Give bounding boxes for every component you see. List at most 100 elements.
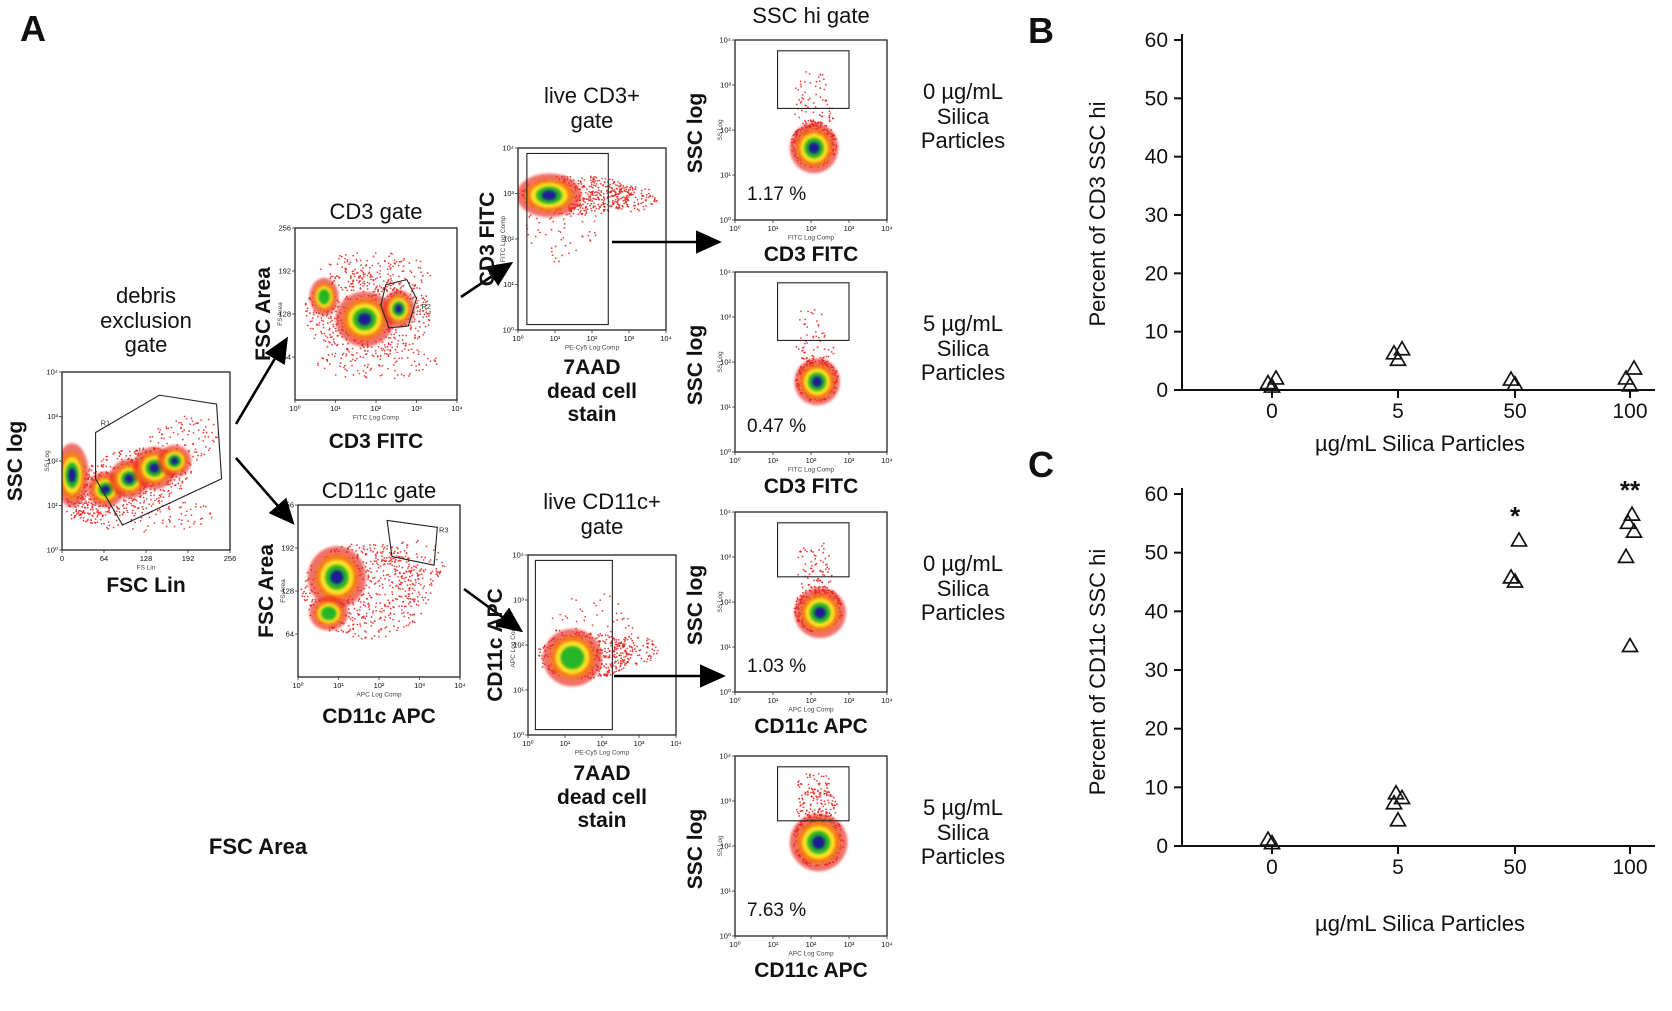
svg-text:10⁰: 10⁰ bbox=[729, 224, 740, 233]
svg-text:10⁰: 10⁰ bbox=[513, 730, 524, 739]
svg-text:FS Lin: FS Lin bbox=[137, 565, 156, 572]
flow-plot-cd11c-gate: R3 256 192 128 64 10⁰ 10¹ 10² 10³ 10⁴ FS Area APC L… bbox=[278, 499, 468, 699]
svg-text:10²: 10² bbox=[587, 334, 598, 343]
svg-text:SS Log: SS Log bbox=[717, 119, 724, 141]
svg-text:SS Log: SS Log bbox=[717, 351, 724, 373]
svg-text:APC Log Comp: APC Log Comp bbox=[510, 622, 517, 668]
cd11c-gate-y-axis-label: FSC Area bbox=[255, 544, 278, 638]
svg-text:10³: 10³ bbox=[634, 739, 645, 748]
svg-text:SS Log: SS Log bbox=[44, 450, 51, 472]
flow-plot-live-cd11c: 10⁴ 10³ 10² 10¹ 10⁰ 10⁰ 10¹ 10² 10³ 10⁴ APC Log Co… bbox=[508, 549, 684, 757]
live-cd11c-title: live CD11c+ gate bbox=[543, 489, 661, 539]
svg-text:10⁴: 10⁴ bbox=[881, 224, 893, 233]
svg-text:10²: 10² bbox=[374, 681, 385, 690]
svg-text:10¹: 10¹ bbox=[768, 224, 779, 233]
svg-text:10¹: 10¹ bbox=[768, 456, 779, 465]
svg-text:10⁰: 10⁰ bbox=[292, 681, 303, 690]
svg-text:10⁴: 10⁴ bbox=[46, 367, 58, 376]
svg-text:10⁴: 10⁴ bbox=[719, 267, 731, 276]
svg-text:192: 192 bbox=[278, 266, 291, 275]
svg-text:10³: 10³ bbox=[513, 595, 524, 604]
fsc-area-label: FSC Area bbox=[208, 834, 308, 859]
svg-text:10⁴: 10⁴ bbox=[502, 143, 514, 152]
live-cd11c-y-axis-label: CD11c APC bbox=[484, 588, 507, 702]
svg-text:10¹: 10¹ bbox=[720, 170, 731, 179]
svg-text:64: 64 bbox=[286, 629, 294, 638]
svg-text:10²: 10² bbox=[371, 404, 382, 413]
live-cd3-x-axis-label: 7AAD dead cell stain bbox=[547, 356, 637, 427]
svg-text:64: 64 bbox=[283, 352, 291, 361]
svg-text:10²: 10² bbox=[720, 357, 731, 366]
svg-text:10²: 10² bbox=[806, 224, 817, 233]
svg-text:10¹: 10¹ bbox=[720, 402, 731, 411]
panel-c-label: C bbox=[1028, 444, 1054, 485]
svg-text:10³: 10³ bbox=[47, 412, 58, 421]
ssc-cd11c-0-x-axis-label: CD11c APC bbox=[754, 715, 868, 738]
svg-text:10¹: 10¹ bbox=[560, 739, 571, 748]
ssc-cd3-0-y-axis-label: SSC log bbox=[684, 92, 707, 174]
svg-text:10³: 10³ bbox=[624, 334, 635, 343]
live-cd3-y-axis-label: CD3 FITC bbox=[476, 191, 499, 287]
svg-text:10⁰: 10⁰ bbox=[512, 334, 523, 343]
svg-text:10²: 10² bbox=[47, 456, 58, 465]
cd3-gate-title: CD3 gate bbox=[329, 199, 423, 224]
flow-plot-ssc-cd3-5: 10⁴ 10³ 10² 10¹ 10⁰ 10⁰ 10¹ 10² 10³ 10⁴ SS Log FITC… bbox=[715, 266, 895, 474]
panel-b-label: B bbox=[1028, 10, 1054, 51]
svg-text:10¹: 10¹ bbox=[333, 681, 344, 690]
svg-text:FITC Log Comp: FITC Log Comp bbox=[500, 216, 507, 263]
svg-text:10⁴: 10⁴ bbox=[512, 550, 524, 559]
flow-plot-ssc-cd11c-0: 10⁴ 10³ 10² 10¹ 10⁰ 10⁰ 10¹ 10² 10³ 10⁴ SS Log APC … bbox=[715, 506, 895, 714]
svg-text:10¹: 10¹ bbox=[550, 334, 561, 343]
svg-text:10²: 10² bbox=[513, 640, 524, 649]
svg-text:R3: R3 bbox=[439, 526, 449, 535]
svg-text:10³: 10³ bbox=[411, 404, 422, 413]
flow-plot-cd3-gate: R2 256 192 128 64 10⁰ 10¹ 10² 10³ 10⁴ FS Area FITC … bbox=[275, 222, 465, 422]
svg-text:FITC Log Comp: FITC Log Comp bbox=[353, 415, 400, 422]
cd11c-gate-title: CD11c gate bbox=[321, 478, 437, 503]
svg-text:10³: 10³ bbox=[720, 80, 731, 89]
svg-text:10²: 10² bbox=[503, 234, 514, 243]
ssc-cd3-5-dose-label: 5 µg/mL Silica Particles bbox=[920, 311, 1006, 386]
svg-text:10⁰: 10⁰ bbox=[503, 325, 514, 334]
svg-text:10³: 10³ bbox=[844, 456, 855, 465]
svg-text:256: 256 bbox=[281, 500, 294, 509]
flow-plot-debris: R1 10⁴ 10³ 10² 10¹ 10⁰ 0 64 128 192 256 SS Log FS Li… bbox=[42, 366, 238, 572]
cd11c-gate-x-axis-label: CD11c APC bbox=[322, 705, 436, 728]
panel-b-x-axis-label: µg/mL Silica Particles bbox=[1315, 431, 1525, 456]
svg-text:10¹: 10¹ bbox=[513, 685, 524, 694]
ssc-cd11c-0-percent: 1.03 % bbox=[747, 656, 807, 677]
svg-text:R1: R1 bbox=[101, 418, 111, 427]
ssc-cd3-0-dose-label: 0 µg/mL Silica Particles bbox=[920, 79, 1006, 154]
ssc-cd11c-5-dose-label: 5 µg/mL Silica Particles bbox=[920, 795, 1006, 870]
svg-text:FS Area: FS Area bbox=[277, 302, 284, 326]
svg-text:192: 192 bbox=[182, 554, 195, 563]
svg-text:FS Area: FS Area bbox=[280, 579, 287, 603]
svg-text:128: 128 bbox=[281, 586, 294, 595]
cd3-gate-x-axis-label: CD3 FITC bbox=[328, 430, 424, 453]
svg-text:10²: 10² bbox=[806, 456, 817, 465]
svg-text:10⁴: 10⁴ bbox=[451, 404, 463, 413]
flow-plot-ssc-cd3-0: 10⁴ 10³ 10² 10¹ 10⁰ 10⁰ 10¹ 10² 10³ 10⁴ SS Log FITC… bbox=[715, 34, 895, 242]
ssc-cd3-0-x-axis-label: CD3 FITC bbox=[763, 243, 859, 266]
svg-text:192: 192 bbox=[281, 543, 294, 552]
svg-text:10⁰: 10⁰ bbox=[729, 456, 740, 465]
svg-text:10³: 10³ bbox=[844, 224, 855, 233]
svg-text:10⁰: 10⁰ bbox=[720, 447, 731, 456]
svg-text:10⁴: 10⁴ bbox=[881, 456, 893, 465]
debris-plot-title: debris exclusion gate bbox=[100, 283, 192, 358]
ssc-cd11c-5-x-axis-label: CD11c APC bbox=[754, 959, 868, 982]
panel-a-label: A bbox=[20, 8, 46, 49]
panel-c-x-axis-label: µg/mL Silica Particles bbox=[1315, 911, 1525, 936]
svg-text:10²: 10² bbox=[720, 125, 731, 134]
svg-text:10³: 10³ bbox=[503, 189, 514, 198]
debris-x-axis-label: FSC Lin bbox=[106, 574, 186, 597]
svg-text:10³: 10³ bbox=[414, 681, 425, 690]
svg-text:10¹: 10¹ bbox=[330, 404, 341, 413]
flow-plot-ssc-cd11c-5: 10⁴ 10³ 10² 10¹ 10⁰ 10⁰ 10¹ 10² 10³ 10⁴ SS Log APC … bbox=[715, 750, 895, 958]
svg-text:R2: R2 bbox=[421, 302, 431, 311]
svg-text:10²: 10² bbox=[597, 739, 608, 748]
svg-text:10⁰: 10⁰ bbox=[720, 215, 731, 224]
svg-text:0: 0 bbox=[60, 554, 64, 563]
